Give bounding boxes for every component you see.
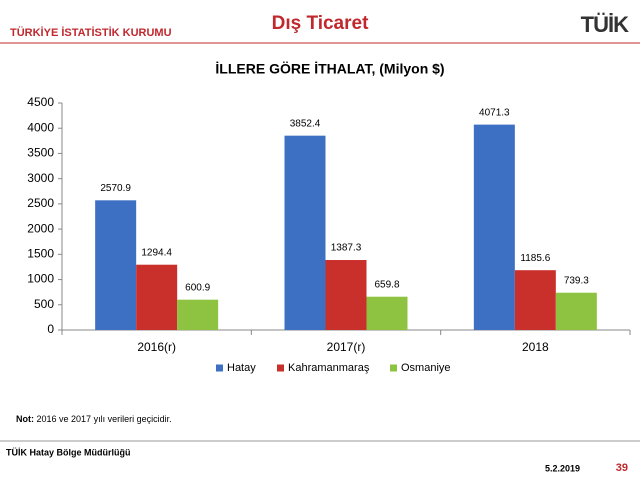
y-tick-label: 2500 (27, 196, 54, 210)
legend-swatch (277, 364, 284, 372)
chart-title: İLLERE GÖRE İTHALAT, (Milyon $) (215, 61, 444, 77)
bar (177, 299, 219, 330)
y-tick-label: 3500 (27, 146, 54, 160)
legend-label: Osmaniye (401, 362, 451, 374)
page-number: 39 (616, 462, 628, 474)
x-tick-label: 2018 (522, 340, 549, 354)
bar (95, 200, 137, 330)
note-label: Not: (16, 414, 34, 424)
legend-label: Hatay (227, 362, 256, 374)
date: 5.2.2019 (545, 463, 580, 473)
x-tick-label: 2017(r) (327, 340, 366, 354)
y-tick-label: 4500 (27, 95, 54, 109)
x-tick-label: 2016(r) (137, 340, 176, 354)
value-label: 1294.4 (141, 247, 172, 258)
value-label: 600.9 (185, 282, 210, 293)
y-tick-label: 1500 (27, 247, 54, 261)
note-text: 2016 ve 2017 yılı verileri geçicidir. (37, 414, 172, 424)
value-label: 739.3 (564, 275, 589, 286)
y-tick-label: 3000 (27, 171, 54, 185)
y-tick-label: 4000 (27, 120, 54, 134)
bar (136, 264, 178, 330)
office: TÜİK Hatay Bölge Müdürlüğü (6, 447, 131, 457)
legend-swatch (390, 364, 397, 372)
bar (473, 124, 515, 330)
value-label: 3852.4 (290, 118, 321, 129)
section-title: Dış Ticaret (272, 13, 369, 34)
value-label: 2570.9 (100, 183, 131, 194)
bar (284, 135, 326, 330)
y-tick-label: 2000 (27, 221, 54, 235)
y-tick-label: 500 (34, 297, 54, 311)
org-name: TÜRKİYE İSTATİSTİK KURUMU (10, 26, 172, 39)
bar (325, 260, 367, 330)
legend-swatch (216, 364, 223, 372)
y-tick-label: 0 (47, 322, 54, 336)
y-tick-label: 1000 (27, 272, 54, 286)
logo: TÜİK (581, 12, 629, 37)
value-label: 659.8 (374, 279, 399, 290)
note: Not: 2016 ve 2017 yılı verileri geçicidi… (16, 414, 172, 424)
value-label: 4071.3 (479, 107, 510, 118)
bar (514, 270, 556, 330)
value-label: 1185.6 (520, 253, 550, 264)
bar (555, 292, 597, 330)
legend-label: Kahramanmaraş (288, 362, 370, 374)
value-label: 1387.3 (331, 243, 362, 254)
bar (366, 296, 408, 330)
